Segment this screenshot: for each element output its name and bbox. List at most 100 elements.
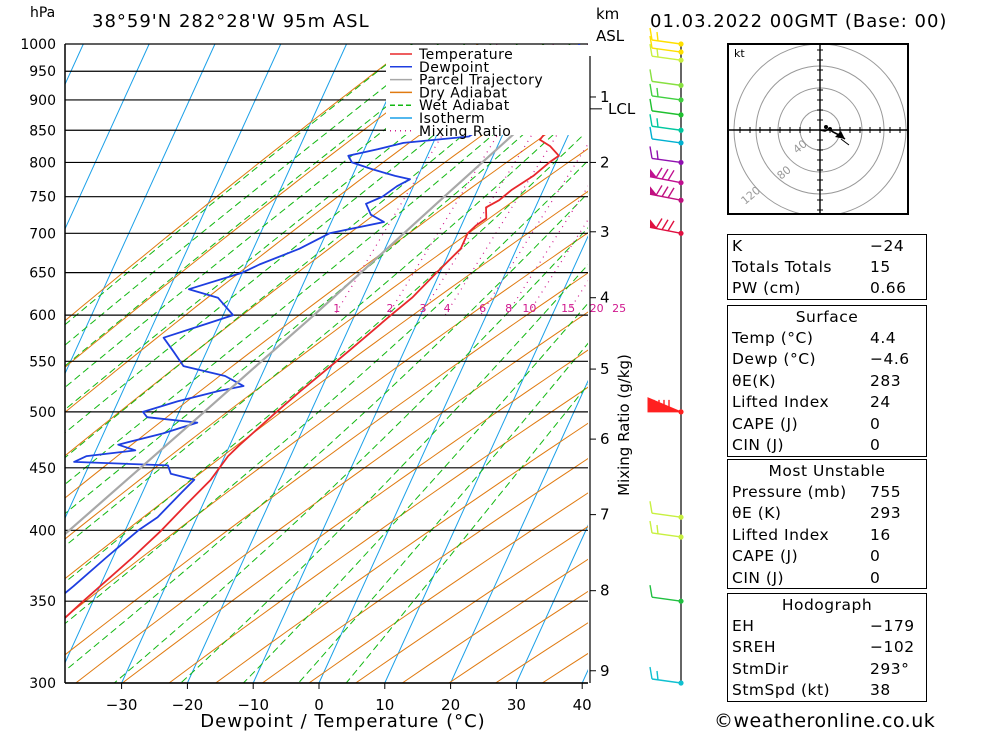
x-axis-title: Dewpoint / Temperature (°C) [200, 711, 485, 732]
km-tick-label: 4 [600, 289, 610, 307]
index-value: 0 [870, 414, 881, 433]
hodograph-point [828, 127, 832, 131]
km-tick-label: 1 [600, 88, 610, 106]
mixing-ratio-label: 8 [505, 302, 512, 315]
mixing-ratio-label: 1 [333, 302, 340, 315]
wind-level-dot [678, 97, 684, 103]
wind-barb [649, 27, 684, 47]
datetime-title: 01.03.2022 00GMT (Base: 00) [650, 11, 948, 32]
hodograph-svg: 40 80 120 [729, 45, 907, 213]
wind-level-dot [678, 180, 684, 186]
hodograph-ring-label: 120 [739, 184, 763, 207]
legend-entry: Dewpoint [419, 60, 490, 76]
pressure-tick-label: 400 [29, 523, 56, 539]
wind-barb [649, 146, 684, 166]
table-title-row: Surface [728, 306, 927, 328]
height-unit-label: km [596, 5, 620, 23]
index-value: 293° [870, 659, 910, 678]
isotherm-line [450, 379, 588, 683]
pressure-tick-label: 750 [29, 190, 56, 206]
wind-barb [649, 69, 684, 88]
wind-barb-shaft [651, 55, 682, 61]
wind-barb-tick [649, 98, 653, 111]
wind-barb-shaft [651, 532, 682, 538]
wind-barb-tick [656, 670, 659, 681]
pressure-tick-label: 600 [29, 308, 56, 324]
wet-adiabat-line [65, 192, 588, 672]
wind-barb [649, 98, 684, 118]
wind-barb [647, 397, 684, 415]
table-row: SREH −102 [728, 637, 927, 658]
wet-adiabat-line [180, 263, 588, 683]
hodograph-ring-label: 80 [775, 163, 794, 182]
wind-barb-tick [649, 501, 653, 514]
wind-barb-pennant [650, 186, 658, 197]
wind-barb-shaft [651, 80, 682, 87]
table-row: θE (K) 293 [728, 503, 927, 524]
table-title: Hodograph [781, 595, 873, 614]
wind-barb-tick [649, 146, 653, 159]
isotherm-line [65, 44, 348, 664]
wind-barb [649, 35, 684, 55]
index-value: 0 [870, 568, 881, 587]
index-label: StmSpd (kt) [732, 681, 831, 700]
wet-adiabat-line [65, 101, 588, 547]
wet-adiabat-line [345, 383, 588, 683]
hodograph-unit-label: kt [734, 47, 745, 60]
table-row: CAPE (J) 0 [728, 413, 927, 434]
website-credit[interactable]: ©weatheronline.co.uk [714, 710, 935, 732]
mixing-ratio-label: 25 [612, 302, 626, 315]
wind-barb-pennant [650, 168, 658, 179]
wind-barb-tick [656, 524, 659, 535]
table-title-row: Hodograph [728, 594, 927, 616]
isotherm-line [0, 44, 18, 683]
isotherm-line [318, 90, 588, 683]
wind-barb [649, 585, 684, 604]
km-tick-label: 8 [600, 582, 610, 600]
hodograph-panel: 40 80 120 kt [727, 43, 909, 215]
website-link[interactable]: weatheronline.co.uk [733, 710, 936, 732]
dry-adiabat-line [75, 311, 588, 683]
index-value: 283 [870, 371, 902, 390]
location-title: 38°59'N 282°28'W 95m ASL [92, 11, 370, 32]
wind-barb-tick [661, 186, 669, 197]
index-value: 38 [870, 681, 891, 700]
hodograph-ring-label: 40 [791, 137, 810, 156]
diagram-axes: 1 2 3 4 6 8 10 15 20 2510009509008508007507006506… [20, 37, 635, 732]
dry-adiabat-line [65, 104, 588, 499]
wind-barb-tick [656, 150, 659, 160]
legend-entry: Isotherm [419, 111, 485, 127]
index-label: Temp (°C) [732, 329, 814, 348]
wet-adiabat-line [65, 129, 588, 583]
hodograph-table: Hodograph EH −179 SREH −102 StmDir 293° StmSpd … [727, 593, 927, 702]
index-label: SREH [732, 638, 777, 657]
wind-level-dot [678, 409, 684, 415]
legend-entry: Temperature [418, 47, 513, 63]
wind-barb [649, 185, 684, 203]
pressure-tick-label: 800 [29, 155, 56, 171]
dry-adiabat-line [215, 422, 588, 683]
index-label: CIN (J) [732, 436, 785, 455]
index-value: 24 [870, 393, 891, 412]
wet-adiabat-line [65, 44, 571, 459]
legend-background [386, 45, 588, 135]
index-value: 16 [870, 525, 891, 544]
isobar-lines [65, 43, 588, 684]
x-tick-label: 40 [573, 696, 592, 714]
isotherm-line [65, 44, 282, 520]
mixing-ratio-label: 3 [419, 302, 426, 315]
wind-level-dot [678, 514, 684, 520]
wind-barb-shaft [651, 125, 682, 131]
x-tick-label: 0 [314, 696, 324, 714]
wind-barb-shaft [651, 39, 682, 45]
table-row: CIN (J) 0 [728, 567, 927, 589]
wind-barb-tick [649, 44, 653, 57]
legend-entry: Dry Adiabat [419, 85, 507, 101]
km-tick-label: 6 [600, 430, 610, 448]
mixing-ratio-line [420, 44, 588, 316]
stability-indices-table: K −24 Totals Totals 15 PW (cm) 0.66 [727, 234, 927, 301]
wind-barb-tick [649, 126, 653, 140]
wind-barb-tick [655, 218, 663, 229]
wind-barb-tick [649, 114, 653, 127]
table-title: Surface [795, 307, 859, 326]
